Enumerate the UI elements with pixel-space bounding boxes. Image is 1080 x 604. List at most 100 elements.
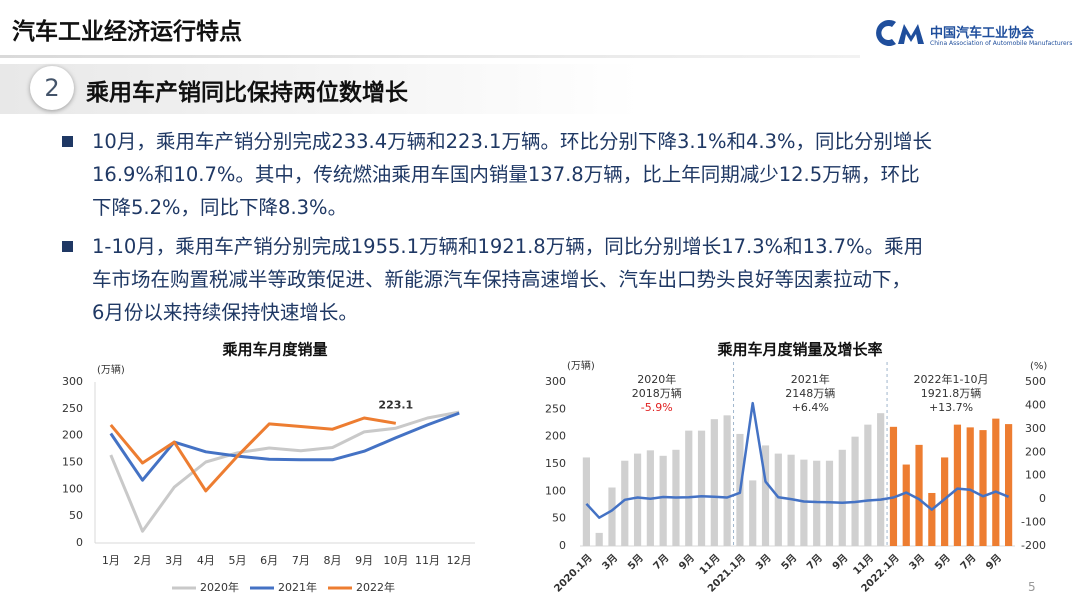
annotation: 2022年1-10月: [914, 372, 989, 386]
x-tick-label: 5月: [229, 554, 247, 567]
y-tick-label: 150: [545, 457, 566, 470]
y-tick-label: 300: [62, 375, 83, 388]
legend-label: 2020年: [200, 580, 239, 594]
y-unit: (万辆): [567, 359, 595, 372]
page-number: 5: [1028, 580, 1036, 594]
x-tick-label: 7月: [958, 552, 978, 572]
x-tick-label: 9月: [355, 554, 373, 567]
bar: [813, 460, 821, 546]
y-unit: (万辆): [97, 363, 125, 376]
bullet-text: 10月，乘用车产销分别完成233.4万辆和223.1万辆。环比分别下降3.1%和…: [92, 130, 933, 153]
bullet-marker: [62, 241, 73, 252]
bar: [928, 492, 936, 546]
annotation: 2020年: [637, 372, 676, 386]
annotation: 2021年: [791, 372, 830, 386]
bar: [659, 455, 667, 546]
bar: [1005, 424, 1013, 546]
bar: [889, 426, 898, 546]
y-tick-label: 150: [62, 456, 83, 469]
bar: [608, 487, 616, 546]
y2-tick-label: -200: [1021, 539, 1046, 552]
bar: [621, 460, 629, 546]
x-tick-label: 12月: [447, 554, 472, 567]
annotation: 2148万辆: [785, 386, 835, 400]
bar: [595, 532, 603, 546]
chart-title: 乘用车月度销量: [221, 341, 327, 359]
y-tick-label: 100: [545, 484, 566, 497]
bullet-marker: [62, 136, 73, 147]
x-tick-label: 3月: [753, 552, 773, 572]
bar: [633, 453, 642, 546]
section-number: 2: [30, 66, 74, 110]
legend-label: 2021年: [278, 580, 317, 594]
x-tick-label: 11月: [415, 554, 440, 567]
series-line: [109, 416, 397, 493]
bar: [851, 436, 859, 546]
bar: [774, 453, 782, 546]
header-rule: [0, 55, 860, 58]
chart-title: 乘用车月度销量及增长率: [716, 341, 882, 359]
legend-label: 2022年: [356, 580, 395, 594]
x-tick-label: 7月: [651, 552, 671, 572]
bullet-text: 车市场在购置税减半等政策促进、新能源汽车保持高速增长、汽车出口势头良好等因素拉动…: [92, 268, 912, 291]
y-tick-label: 250: [545, 402, 566, 415]
bar: [941, 457, 949, 546]
data-label: 223.1: [378, 398, 413, 411]
y2-tick-label: 0: [1039, 492, 1046, 505]
x-tick-label: 4月: [197, 554, 215, 567]
bullet-text: 下降5.2%，同比下降8.3%。: [92, 196, 348, 219]
x-tick-label: 3月: [907, 552, 927, 572]
x-tick-label: 3月: [600, 552, 620, 572]
bar: [749, 480, 757, 546]
bar: [761, 445, 770, 546]
y2-tick-label: -100: [1021, 516, 1046, 529]
page-title: 汽车工业经济运行特点: [12, 19, 242, 45]
bar: [877, 413, 885, 546]
series-line: [109, 411, 460, 482]
bar: [838, 449, 846, 546]
x-tick-label: 10月: [383, 554, 408, 567]
x-tick-label: 7月: [292, 554, 310, 567]
org-name-en: China Association of Automobile Manufact…: [930, 40, 1073, 47]
bar: [953, 424, 962, 546]
annotation: +13.7%: [929, 401, 973, 414]
bar: [864, 424, 872, 546]
bar: [582, 457, 590, 546]
x-tick-label: 9月: [830, 552, 850, 572]
y2-tick-label: 500: [1025, 375, 1046, 388]
series-line: [109, 410, 460, 533]
x-tick-label: 9月: [677, 552, 697, 572]
x-tick-label: 8月: [324, 554, 342, 567]
bar: [800, 459, 808, 546]
y-tick-label: 300: [545, 375, 566, 388]
annotation: 1921.8万辆: [921, 386, 982, 400]
bar: [979, 430, 987, 546]
bullet-text: 6月份以来持续保持快速增长。: [92, 301, 358, 324]
bullet-text: 16.9%和10.7%。其中，传统燃油乘用车国内销量137.8万辆，比上年同期减…: [92, 163, 920, 186]
y2-tick-label: 100: [1025, 469, 1046, 482]
x-tick-label: 3月: [165, 554, 183, 567]
y-tick-label: 0: [559, 539, 566, 552]
x-tick-label: 2020.1月: [552, 552, 595, 595]
annotation: -5.9%: [641, 401, 673, 414]
bullet-text: 1-10月，乘用车产销分别完成1955.1万辆和1921.8万辆，同比分别增长1…: [92, 235, 924, 258]
bar: [915, 444, 923, 546]
bar: [710, 419, 718, 546]
y2-tick-label: 200: [1025, 445, 1046, 458]
section-heading: 乘用车产销同比保持两位数增长: [86, 80, 408, 106]
x-tick-label: 2月: [134, 554, 152, 567]
x-tick-label: 1月: [102, 554, 120, 567]
bar: [697, 430, 706, 546]
x-tick-label: 7月: [804, 552, 824, 572]
y-tick-label: 100: [62, 482, 83, 495]
org-name: 中国汽车工业协会: [930, 26, 1035, 41]
annotation: 2018万辆: [632, 386, 682, 400]
y-tick-label: 50: [69, 509, 83, 522]
bar: [966, 427, 974, 546]
y2-tick-label: 300: [1025, 422, 1046, 435]
bar: [902, 464, 910, 546]
x-tick-label: 5月: [779, 552, 799, 572]
y2-tick-label: 400: [1025, 398, 1046, 411]
y-tick-label: 200: [62, 429, 83, 442]
